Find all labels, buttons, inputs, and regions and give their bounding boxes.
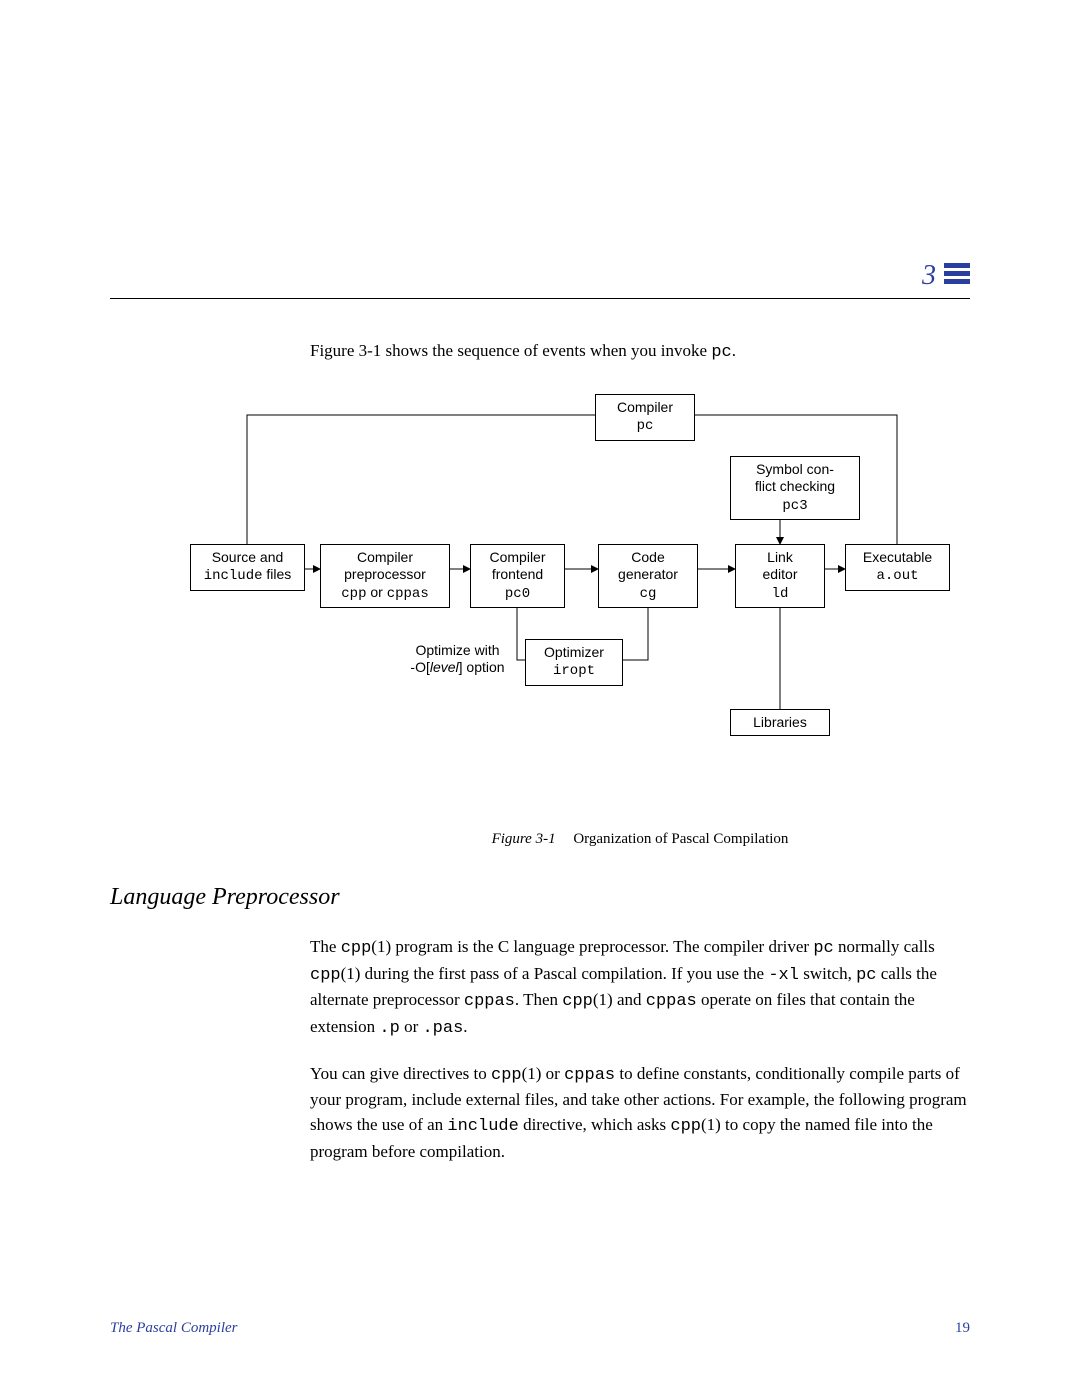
node-preprocessor: Compiler preprocessor cpp or cppas	[320, 544, 450, 609]
node-optimizer: Optimizer iropt	[525, 639, 623, 686]
node-compiler: Compiler pc	[595, 394, 695, 441]
bars-icon	[944, 263, 970, 290]
node-symbol-check: Symbol con- flict checking pc3	[730, 456, 860, 521]
paragraph-1: The cpp(1) program is the C language pre…	[310, 935, 970, 1042]
node-frontend: Compiler frontend pc0	[470, 544, 565, 609]
figure-caption: Figure 3-1 Organization of Pascal Compil…	[310, 829, 970, 851]
node-link: Link editor ld	[735, 544, 825, 609]
page: 3 Figure 3-1 shows the sequence of event…	[0, 0, 1080, 1244]
paragraph-2: You can give directives to cpp(1) or cpp…	[310, 1062, 970, 1165]
footer-title: The Pascal Compiler	[110, 1320, 238, 1337]
label-optimize-with: Optimize with -O[level] option	[395, 642, 520, 677]
node-source: Source and include files	[190, 544, 305, 591]
node-codegen: Code generator cg	[598, 544, 698, 609]
flowchart: Compiler pc Symbol con- flict checking p…	[190, 394, 950, 769]
intro-paragraph: Figure 3-1 shows the sequence of events …	[310, 339, 970, 366]
figure-3-1: Compiler pc Symbol con- flict checking p…	[170, 394, 970, 769]
body-content: Figure 3-1 shows the sequence of events …	[310, 339, 970, 1164]
chapter-number: 3	[922, 260, 936, 292]
node-executable: Executable a.out	[845, 544, 950, 591]
page-footer: The Pascal Compiler 19	[110, 1320, 970, 1337]
page-header: 3	[110, 260, 970, 299]
section-heading: Language Preprocessor	[110, 880, 970, 915]
node-libraries: Libraries	[730, 709, 830, 737]
footer-page-number: 19	[955, 1320, 970, 1337]
